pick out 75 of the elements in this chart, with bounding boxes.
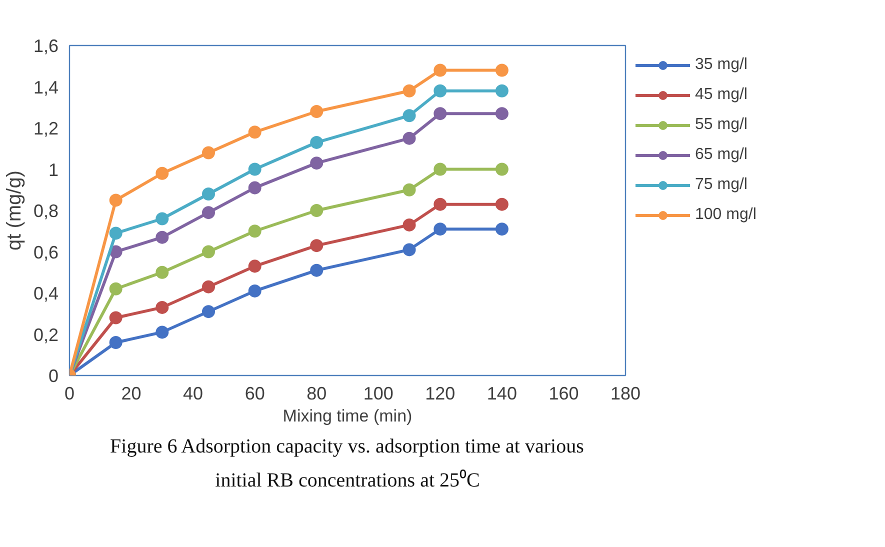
point	[310, 264, 324, 277]
x-tick-label: 0	[64, 384, 75, 404]
point	[156, 166, 169, 180]
point	[434, 198, 447, 211]
point	[402, 243, 416, 256]
point	[109, 194, 122, 207]
point	[156, 212, 169, 226]
legend-label: 100 mg/l	[695, 206, 756, 224]
point	[434, 84, 447, 98]
point	[495, 198, 508, 211]
x-tick-label: 40	[183, 384, 204, 404]
legend-label: 45 mg/l	[695, 86, 748, 104]
point	[202, 146, 215, 160]
point	[310, 239, 324, 252]
point	[248, 181, 262, 194]
point	[202, 188, 215, 200]
point	[310, 156, 324, 170]
point	[495, 84, 508, 98]
point	[402, 84, 416, 98]
point	[156, 326, 169, 339]
point	[156, 230, 169, 244]
point	[495, 222, 508, 236]
x-tick-label: 120	[425, 384, 456, 404]
y-axis-title: qt (mg/g)	[3, 170, 26, 251]
legend-label: 65 mg/l	[695, 146, 748, 164]
x-axis-title: Mixing time (min)	[282, 406, 412, 426]
caption: Figure 6 Adsorption capacity vs. adsorption time at various initial RB concentrations at 25⁰C	[110, 436, 584, 492]
point	[248, 284, 262, 298]
x-tick-label: 140	[486, 384, 517, 404]
point	[434, 107, 447, 120]
point	[156, 300, 169, 314]
x-tick-label: 180	[610, 384, 641, 404]
point	[434, 222, 447, 236]
x-tick-label: 160	[548, 384, 579, 404]
y-tick-label: 0,2	[33, 324, 59, 345]
y-tick-label: 1,4	[33, 77, 59, 98]
point	[202, 206, 215, 220]
y-tick-label: 1,6	[33, 36, 59, 56]
point	[248, 224, 262, 238]
point	[156, 266, 169, 279]
y-tick-label: 1,2	[33, 118, 59, 138]
legend-label: 75 mg/l	[695, 176, 748, 194]
legend-label: 35 mg/l	[695, 56, 748, 74]
y-tick-label: 0,6	[33, 242, 59, 262]
y-tick-label: 0,8	[33, 201, 59, 221]
point	[202, 280, 215, 294]
legend-label: 55 mg/l	[695, 116, 748, 134]
point	[495, 64, 508, 77]
point	[310, 204, 324, 217]
point	[109, 336, 122, 349]
x-tick-label: 20	[121, 384, 142, 404]
point	[109, 282, 122, 296]
x-tick-label: 100	[363, 384, 394, 404]
point	[310, 105, 324, 118]
point	[248, 126, 262, 139]
point	[434, 162, 447, 176]
point	[495, 107, 508, 120]
point	[202, 245, 215, 258]
y-tick-label: 0	[48, 366, 59, 386]
point	[109, 311, 122, 324]
x-tick-label: 80	[306, 384, 327, 404]
point	[109, 226, 122, 240]
y-tick-label: 0,4	[33, 284, 59, 304]
point	[402, 109, 416, 122]
point	[248, 260, 262, 273]
y-tick-label: 1	[48, 160, 59, 180]
point	[402, 183, 416, 196]
point	[495, 162, 508, 176]
point	[310, 136, 324, 149]
point	[402, 132, 416, 145]
point	[202, 305, 215, 318]
point	[402, 218, 416, 232]
x-tick-label: 60	[244, 384, 265, 404]
point	[434, 64, 447, 77]
point	[248, 162, 262, 176]
